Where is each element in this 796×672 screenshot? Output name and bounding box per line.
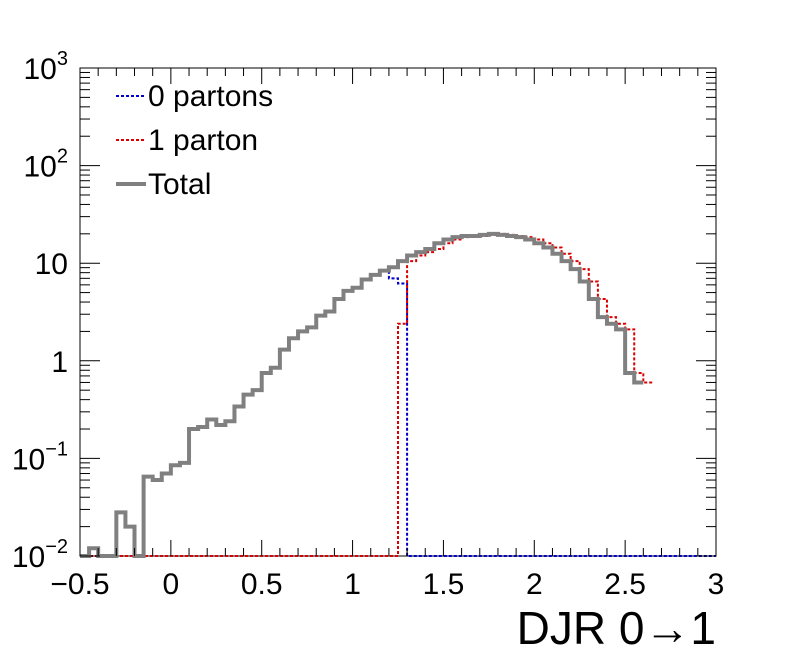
x-tick-label: 2.5 [604, 568, 646, 601]
legend-label: 1 parton [148, 124, 258, 157]
x-tick-label: −0.5 [50, 568, 109, 601]
legend: 0 partons 1 parton Total [116, 80, 273, 201]
y-tick-exponent: −2 [45, 536, 68, 558]
y-tick-exponent: 3 [57, 48, 68, 70]
y-tick-label: 10−1 [12, 438, 68, 476]
x-tick-label: 0.5 [241, 568, 283, 601]
y-tick-label: 102 [24, 146, 69, 184]
legend-label: Total [148, 168, 211, 201]
y-tick-exponent: 2 [57, 146, 68, 168]
x-axis-label: DJR 0→1 [517, 602, 716, 654]
y-tick-label: 103 [24, 48, 69, 86]
y-tick-label: 1 [51, 346, 68, 379]
x-tick-label: 3 [708, 568, 725, 601]
x-tick-label: 1 [344, 568, 361, 601]
x-tick-label: 2 [526, 568, 543, 601]
x-tick-label: 0 [163, 568, 180, 601]
series-line-total [80, 231, 644, 558]
y-tick-label: 10 [35, 248, 68, 281]
y-tick-exponent: −1 [45, 438, 68, 460]
legend-label: 0 partons [148, 80, 273, 113]
series-group [80, 231, 716, 558]
series-line-1-parton [80, 232, 653, 557]
x-tick-label: 1.5 [423, 568, 465, 601]
